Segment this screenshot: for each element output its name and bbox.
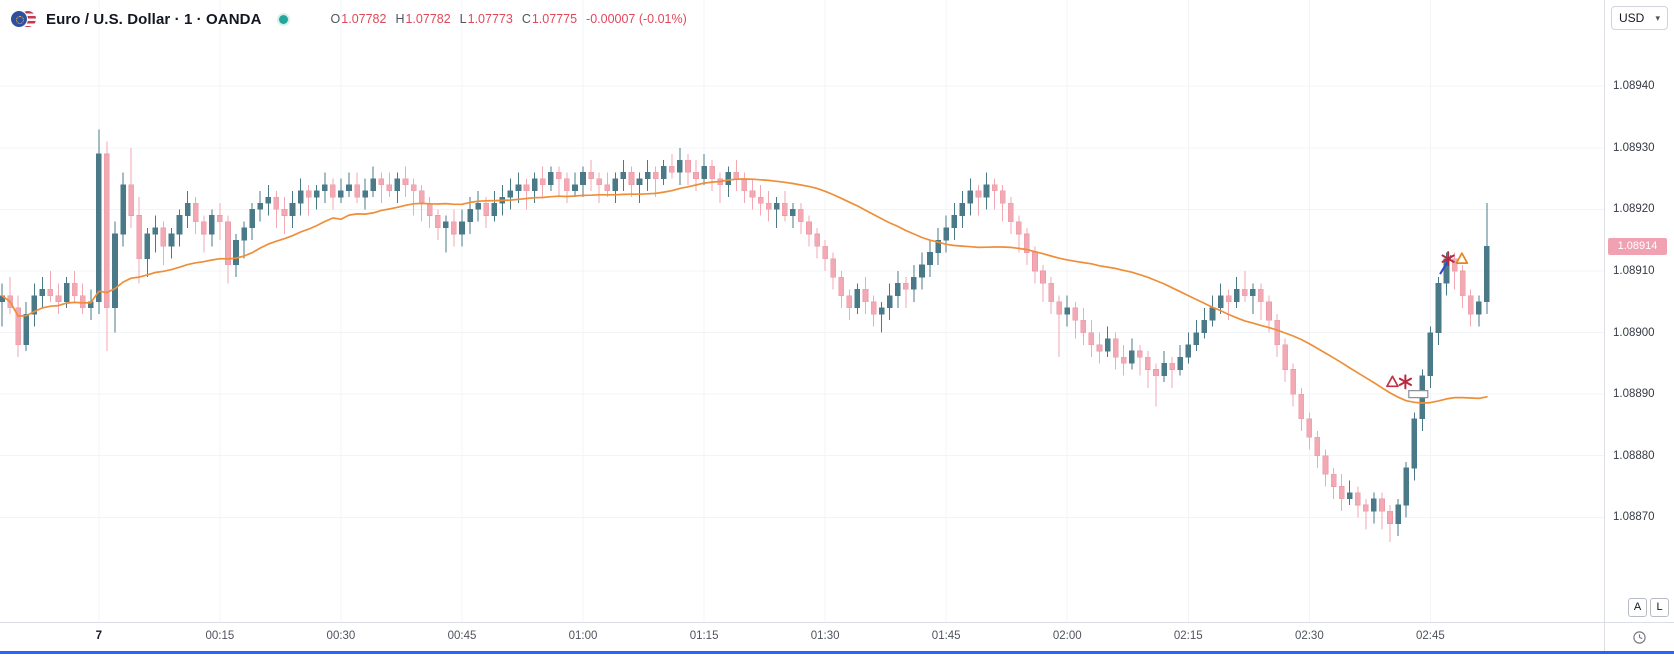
axis-corner [1604, 622, 1674, 651]
currency-dropdown-label: USD [1619, 11, 1645, 25]
open-label: O [330, 12, 341, 26]
price-tick-label: 1.08870 [1613, 511, 1655, 524]
candles [0, 129, 1490, 542]
high-label: H [395, 12, 405, 26]
currency-pair-icon [10, 9, 39, 29]
high-value: 1.07782 [405, 12, 451, 26]
market-status-dot-icon [278, 14, 288, 24]
price-tick-label: 1.08910 [1613, 264, 1655, 277]
time-tick-label: 00:30 [326, 630, 356, 642]
time-tick-label: 01:45 [931, 630, 961, 642]
ohlc-values: O 1.07782 H 1.07782 L 1.07773 C 1.07775 -0.0… [331, 12, 687, 26]
axis-mode-buttons: A L [1628, 598, 1669, 617]
marker-asterisk-icon[interactable] [1441, 251, 1455, 267]
price-tick-label: 1.08880 [1613, 449, 1655, 462]
time-tick-label: 00:45 [447, 630, 477, 642]
low-label: L [459, 12, 467, 26]
price-tick-label: 1.08900 [1613, 326, 1655, 339]
time-tick-label: 02:00 [1052, 630, 1082, 642]
close-label: C [521, 12, 531, 26]
time-tick-label: 01:30 [810, 630, 840, 642]
time-tick-label: 02:45 [1415, 630, 1445, 642]
low-value: 1.07773 [467, 12, 513, 26]
time-tick-label: 01:15 [689, 630, 719, 642]
close-value: 1.07775 [531, 12, 578, 26]
chart-pane [0, 0, 1604, 622]
price-tick-label: 1.08890 [1613, 388, 1655, 401]
candlestick-chart[interactable] [0, 0, 1604, 622]
price-axis[interactable]: USD ▾ 1.08914 A L 1.08940 1.08930 1.08920 1… [1604, 0, 1674, 622]
symbol-title[interactable]: Euro / U.S. Dollar · 1 · OANDA [46, 10, 262, 28]
last-price-label: 1.08914 [1608, 237, 1667, 255]
time-tick-label: 02:30 [1294, 630, 1324, 642]
trade-markers[interactable] [1386, 251, 1469, 399]
marker-triangle-icon[interactable] [1455, 252, 1469, 265]
log-scale-button[interactable]: L [1650, 598, 1669, 617]
time-tick-label: 7 [95, 630, 103, 642]
time-tick-label: 02:15 [1173, 630, 1203, 642]
price-tick-label: 1.08940 [1613, 80, 1655, 93]
auto-scale-button[interactable]: A [1628, 598, 1647, 617]
time-axis[interactable]: 7 00:15 00:30 00:45 01:00 01:15 01:30 01:45 02:0… [0, 622, 1604, 651]
change-value: -0.00007 (-0.01%) [586, 12, 687, 26]
eur-flag-icon [10, 10, 28, 28]
chevron-down-icon: ▾ [1655, 12, 1660, 23]
grid-lines [0, 0, 1604, 622]
marker-asterisk-icon[interactable] [1398, 374, 1412, 390]
marker-triangle-icon[interactable] [1386, 375, 1399, 388]
symbol-legend: Euro / U.S. Dollar · 1 · OANDA O 1.07782 … [10, 9, 687, 29]
time-tick-label: 01:00 [568, 630, 598, 642]
currency-dropdown[interactable]: USD ▾ [1611, 6, 1668, 30]
bottom-accent-bar [0, 651, 1674, 654]
price-tick-label: 1.08930 [1613, 141, 1655, 154]
moving-average-line[interactable] [1, 178, 1488, 404]
price-tick-label: 1.08920 [1613, 203, 1655, 216]
open-value: 1.07782 [341, 12, 387, 26]
time-tick-label: 00:15 [205, 630, 235, 642]
marker-position-box[interactable] [1408, 390, 1429, 399]
clock-icon[interactable] [1632, 630, 1647, 645]
